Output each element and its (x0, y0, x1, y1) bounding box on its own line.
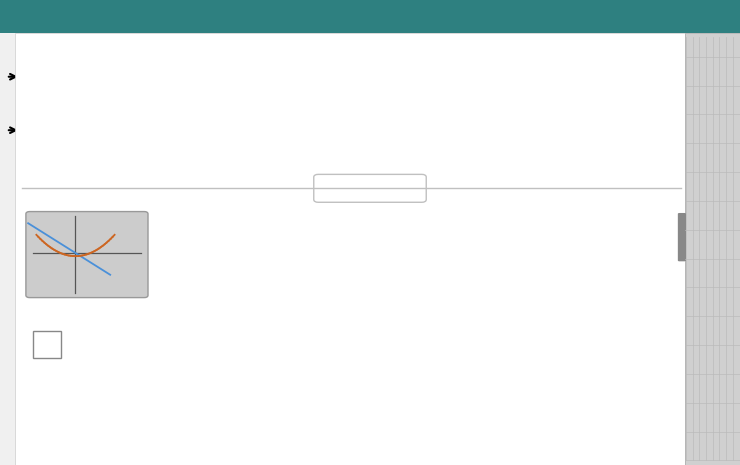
Text: $y \geq x^2$: $y \geq x^2$ (70, 105, 124, 129)
Text: (Use a comma to separate answers as needed. Type ordered pairs.): (Use a comma to separate answers as need… (33, 370, 504, 384)
Text: Use the graphing tool to graph the system.: Use the graphing tool to graph the syste… (33, 205, 350, 219)
Text: List all points of intersection.: List all points of intersection. (33, 308, 246, 323)
Text: Graph the region determined by the system of inequalities and list all points of: Graph the region determined by the syste… (33, 56, 613, 71)
Text: enlarge: enlarge (158, 246, 210, 260)
Text: • • •: • • • (358, 183, 382, 193)
Text: $x + y \leq 2$: $x + y \leq 2$ (70, 81, 148, 102)
Text: intersection.: intersection. (33, 71, 125, 86)
Text: graph: graph (158, 266, 198, 279)
Text: $\{$: $\{$ (38, 81, 64, 128)
Text: Click to: Click to (158, 227, 209, 241)
